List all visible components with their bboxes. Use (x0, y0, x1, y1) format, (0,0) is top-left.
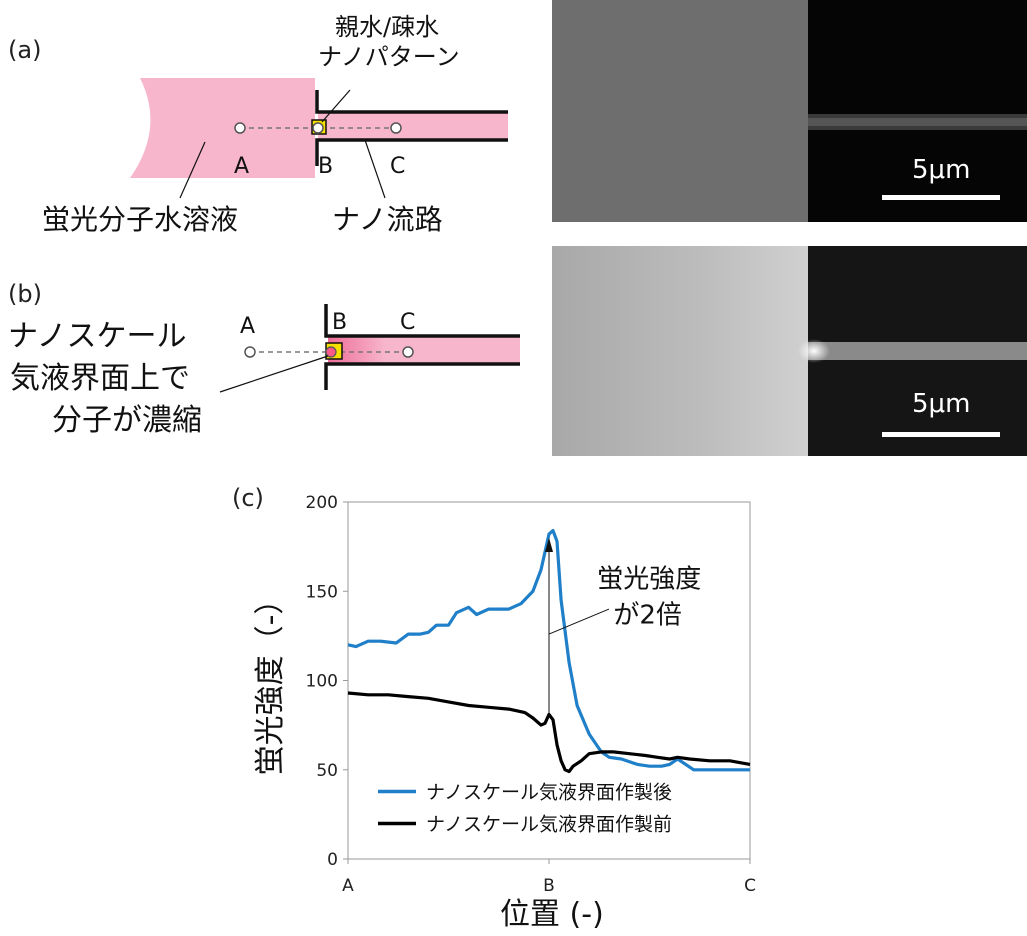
panel-c-label: (c) (232, 484, 264, 512)
annotation-leader (548, 608, 610, 635)
micrograph-b (552, 246, 1027, 456)
point-b-label: B (318, 154, 334, 179)
scale-bar-b-label: 5μm (912, 389, 971, 419)
fluorescence-intensity-chart: 0 50 100 150 200 A B C 蛍光強度 が2倍 蛍光強度（-） ナノスケール… (253, 493, 756, 896)
channel-wall-top (315, 90, 508, 114)
b-channel-fill (328, 336, 520, 364)
annotation-line1: 蛍光強度 (597, 565, 701, 595)
pattern-label-line2: ナノパターン (318, 43, 460, 71)
micrograph-a (552, 0, 1027, 222)
b-note-line1: ナノスケール (8, 319, 187, 354)
point-c-label: C (390, 154, 406, 179)
solution-label: 蛍光分子水溶液 (42, 203, 239, 236)
b-point-a-marker (244, 346, 256, 358)
b-point-b-label: B (332, 310, 348, 335)
b-point-c-label: C (400, 310, 416, 335)
pattern-label-line1: 親水/疎水 (335, 13, 440, 41)
y-tick-label: 50 (316, 761, 338, 781)
pattern-leader (321, 89, 351, 123)
b-wall-bottom (324, 362, 520, 390)
channel-leader (364, 139, 386, 199)
panel-a-schematic (130, 78, 508, 199)
y-tick-label: 100 (306, 672, 338, 692)
scale-bar-a (882, 195, 1000, 200)
panel-a-label: (a) (8, 36, 42, 64)
annotation-line2: が2倍 (613, 600, 682, 630)
b-point-c-marker (402, 346, 414, 358)
b-note-leader (219, 355, 329, 393)
b-note-line2: 気液界面上で (10, 361, 190, 396)
panel-b-label: (b) (8, 280, 42, 308)
point-b-marker (312, 122, 324, 134)
b-note-line3: 分子が濃縮 (52, 403, 202, 438)
x-tick-label-a: A (342, 876, 354, 896)
y-axis-label: 蛍光強度（-） (253, 585, 288, 776)
y-tick-label: 150 (306, 582, 338, 602)
x-tick-label-b: B (543, 876, 555, 896)
y-tick-label: 200 (306, 493, 338, 513)
legend-label-after: ナノスケール気液界面作製後 (426, 781, 672, 803)
panel-b-schematic (219, 304, 520, 393)
scale-bar-a-label: 5μm (912, 155, 971, 185)
series-line-before (347, 691, 751, 774)
b-point-a-label: A (240, 314, 256, 339)
scale-bar-b (882, 432, 1000, 437)
channel-label: ナノ流路 (332, 203, 443, 236)
point-a-marker (234, 122, 246, 134)
solution-leader (179, 141, 206, 199)
x-axis-label: 位置 (-) (500, 897, 604, 932)
b-point-b-marker (325, 346, 337, 358)
doubling-arrow-head (545, 537, 553, 552)
b-wall-top (324, 304, 520, 338)
concentration-spot (798, 339, 830, 363)
channel-wall-bottom (315, 138, 508, 166)
x-tick-label-c: C (744, 876, 756, 896)
nano-channel-fill (318, 112, 508, 140)
y-tick-label: 0 (327, 850, 338, 870)
solution-reservoir (130, 78, 315, 178)
series-line-after (347, 528, 750, 772)
point-a-label: A (234, 154, 250, 179)
point-c-marker (390, 122, 402, 134)
legend-label-before: ナノスケール気液界面作製前 (426, 813, 672, 835)
